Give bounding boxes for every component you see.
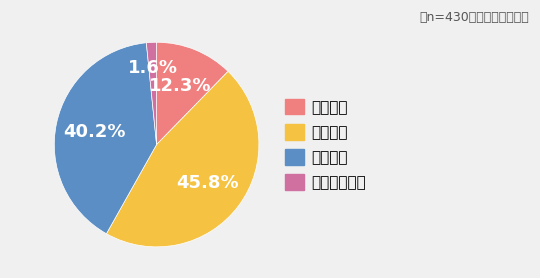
Legend: よくある, 時々ある, 全くない, 答えたくない: よくある, 時々ある, 全くない, 答えたくない (279, 93, 372, 196)
Text: 40.2%: 40.2% (63, 123, 126, 141)
Wedge shape (106, 71, 259, 247)
Text: 45.8%: 45.8% (176, 173, 239, 192)
Text: 1.6%: 1.6% (128, 59, 178, 77)
Wedge shape (146, 42, 157, 145)
Text: 12.3%: 12.3% (149, 77, 212, 95)
Wedge shape (55, 43, 157, 234)
Text: （n=430・単一回答方式）: （n=430・単一回答方式） (420, 11, 529, 24)
Wedge shape (157, 42, 228, 145)
